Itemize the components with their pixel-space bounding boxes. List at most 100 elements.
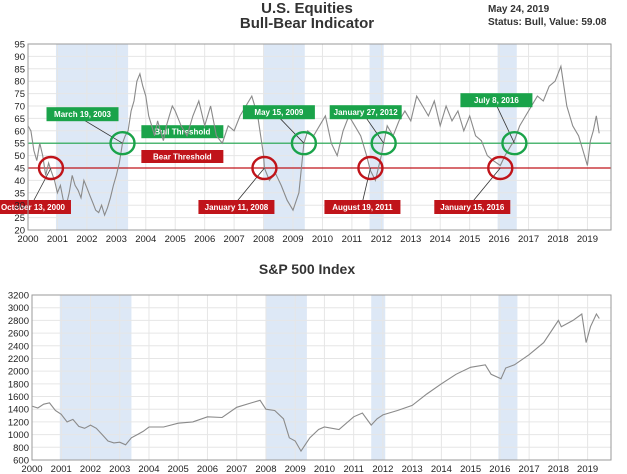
shaded-period-0 <box>59 295 132 460</box>
x-tick-label: 2001 <box>51 464 72 474</box>
y-tick-label: 2400 <box>8 341 29 352</box>
shaded-period-3 <box>497 44 517 230</box>
y-tick-label: 40 <box>14 176 25 187</box>
bear-signal-tag <box>434 200 511 214</box>
x-tick-label: 2006 <box>197 464 218 474</box>
y-tick-label: 45 <box>14 164 25 175</box>
x-tick-label: 2003 <box>106 234 127 245</box>
bull-signal-pointer <box>82 118 123 144</box>
y-tick-label: 2600 <box>8 329 29 340</box>
y-tick-label: 1600 <box>8 392 29 403</box>
bull-threshold-label: Bull Threshold <box>154 128 210 137</box>
bear-threshold-tag <box>141 150 224 163</box>
y-tick-label: 90 <box>14 52 25 63</box>
x-tick-label: 2010 <box>314 464 335 474</box>
shaded-period-2 <box>371 295 386 460</box>
y-tick-label: 1400 <box>8 405 29 416</box>
bear-signal-pointer <box>32 167 52 203</box>
sp500-line <box>31 312 600 453</box>
bull-signal-label: March 19, 2003 <box>54 110 111 119</box>
plot-frame <box>31 294 612 461</box>
y-tick-label: 800 <box>13 443 29 454</box>
x-tick-label: 2019 <box>577 234 598 245</box>
x-tick-label: 2017 <box>518 234 539 245</box>
bear-signal-tag <box>324 200 401 214</box>
bear-signal-circle <box>487 155 514 181</box>
y-tick-label: 85 <box>14 64 25 75</box>
x-tick-label: 2013 <box>400 234 421 245</box>
bear-signal-circle <box>251 155 278 181</box>
x-tick-label: 2007 <box>224 234 245 245</box>
x-tick-label: 2003 <box>109 464 130 474</box>
x-tick-label: 2019 <box>577 464 598 474</box>
x-tick-label: 2018 <box>548 464 569 474</box>
top-thresholds: Bull Threshold Bear Threshold <box>28 125 611 169</box>
x-tick-label: 2013 <box>402 464 423 474</box>
x-tick-label: 2012 <box>371 234 392 245</box>
header-status: Status: Bull, Value: 59.08 <box>488 17 607 28</box>
y-tick-label: 2000 <box>8 367 29 378</box>
y-tick-label: 80 <box>14 77 25 88</box>
y-tick-label: 25 <box>14 213 25 224</box>
y-tick-label: 1800 <box>8 379 29 390</box>
y-tick-label: 2800 <box>8 316 29 327</box>
y-tick-label: 65 <box>14 114 25 125</box>
bear-signal-pointer <box>471 167 501 203</box>
y-tick-label: 50 <box>14 151 25 162</box>
y-tick-label: 1200 <box>8 417 29 428</box>
x-tick-label: 2000 <box>17 234 38 245</box>
y-tick-label: 55 <box>14 139 25 150</box>
y-tick-label: 600 <box>13 456 29 467</box>
x-tick-label: 2004 <box>138 464 159 474</box>
shaded-period-1 <box>265 295 307 460</box>
bear-signal-circle <box>37 155 65 181</box>
y-tick-label: 35 <box>14 188 25 199</box>
x-tick-label: 2004 <box>135 234 156 245</box>
x-tick-label: 2008 <box>253 234 274 245</box>
bear-signal-pointer <box>362 167 371 203</box>
y-tick-label: 3200 <box>8 291 29 302</box>
bull-signal-tag <box>329 105 402 120</box>
bull-signal-pointer <box>278 116 305 144</box>
bull-signal-circle <box>290 130 318 156</box>
bull-signal-tag <box>242 105 315 120</box>
x-tick-label: 2009 <box>285 464 306 474</box>
bottom-series <box>31 312 600 453</box>
plot-frame <box>27 43 612 231</box>
y-tick-label: 20 <box>14 226 25 237</box>
bear-signal-label: October 13, 2000 <box>1 203 66 212</box>
shaded-period-2 <box>369 44 384 230</box>
bull-signal-label: May 15, 2009 <box>254 108 303 117</box>
x-tick-label: 2001 <box>47 234 68 245</box>
bull-signal-circle <box>370 130 397 156</box>
sp500-title: S&P 500 Index <box>259 261 355 277</box>
x-tick-label: 2016 <box>489 464 510 474</box>
bear-signal-label: January 11, 2008 <box>205 203 269 212</box>
x-tick-label: 2011 <box>343 464 363 474</box>
title-line-1: U.S. Equities <box>261 0 353 17</box>
x-tick-label: 2007 <box>226 464 247 474</box>
x-tick-label: 2002 <box>80 464 101 474</box>
y-tick-label: 3000 <box>8 303 29 314</box>
x-tick-label: 2015 <box>460 464 481 474</box>
bull-signal-label: January 27, 2012 <box>334 108 399 117</box>
x-tick-label: 2002 <box>76 234 97 245</box>
bear-signal-label: January 15, 2016 <box>440 203 505 212</box>
y-tick-label: 95 <box>14 40 25 51</box>
y-tick-label: 2200 <box>8 354 29 365</box>
bear-signal-tag <box>198 200 275 214</box>
x-tick-label: 2014 <box>431 464 452 474</box>
bull-signal-tag <box>46 107 119 122</box>
title-line-2: Bull-Bear Indicator <box>240 15 374 32</box>
x-tick-label: 2017 <box>519 464 540 474</box>
bear-signal-label: August 19, 2011 <box>332 203 393 212</box>
bull-signal-label: July 8, 2016 <box>474 96 519 105</box>
x-tick-label: 2009 <box>282 234 303 245</box>
x-tick-label: 2011 <box>342 234 362 245</box>
shaded-period-3 <box>498 295 518 460</box>
x-tick-label: 2018 <box>547 234 568 245</box>
y-tick-label: 1000 <box>8 430 29 441</box>
x-tick-label: 2005 <box>168 464 189 474</box>
